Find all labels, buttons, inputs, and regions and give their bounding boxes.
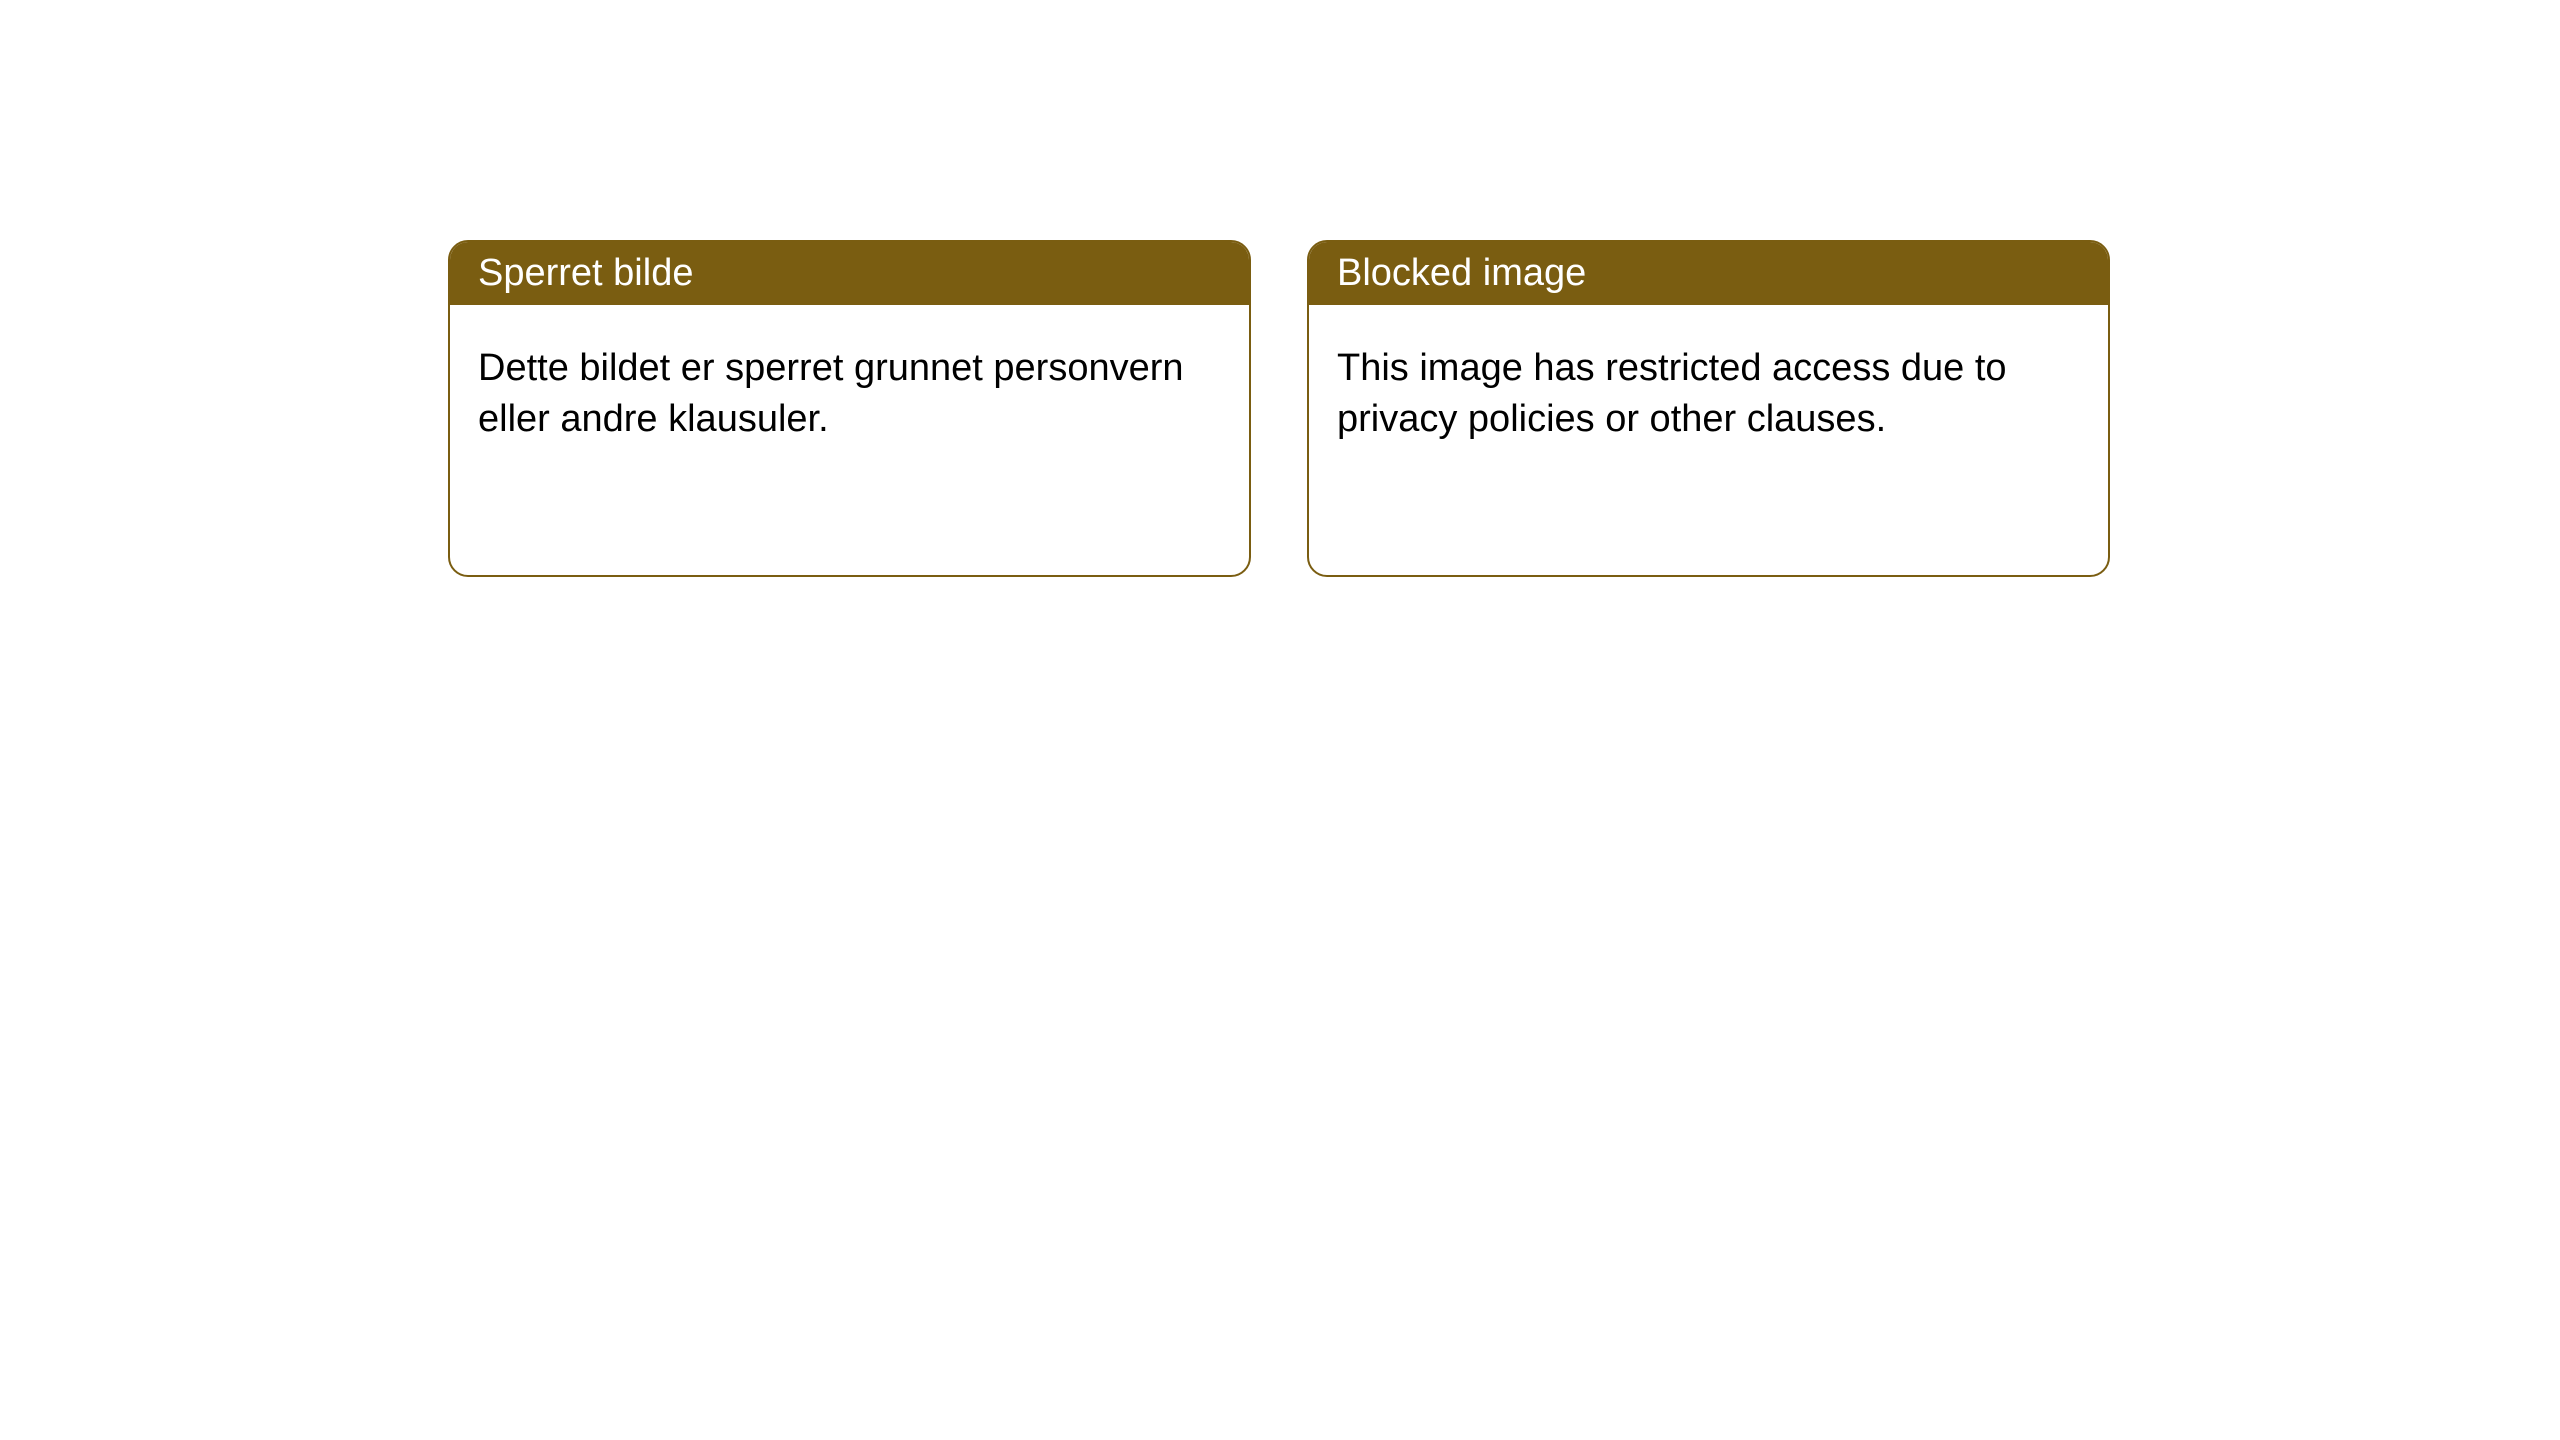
card-title: Blocked image bbox=[1337, 252, 1586, 294]
card-body-text: This image has restricted access due to … bbox=[1337, 347, 2007, 440]
notice-card-norwegian: Sperret bilde Dette bildet er sperret gr… bbox=[448, 240, 1251, 577]
card-body-text: Dette bildet er sperret grunnet personve… bbox=[478, 347, 1184, 440]
notice-card-english: Blocked image This image has restricted … bbox=[1307, 240, 2110, 577]
card-header-norwegian: Sperret bilde bbox=[450, 242, 1249, 305]
card-title: Sperret bilde bbox=[478, 252, 693, 294]
card-body-norwegian: Dette bildet er sperret grunnet personve… bbox=[450, 305, 1249, 484]
notice-card-container: Sperret bilde Dette bildet er sperret gr… bbox=[448, 240, 2110, 577]
card-header-english: Blocked image bbox=[1309, 242, 2108, 305]
card-body-english: This image has restricted access due to … bbox=[1309, 305, 2108, 484]
